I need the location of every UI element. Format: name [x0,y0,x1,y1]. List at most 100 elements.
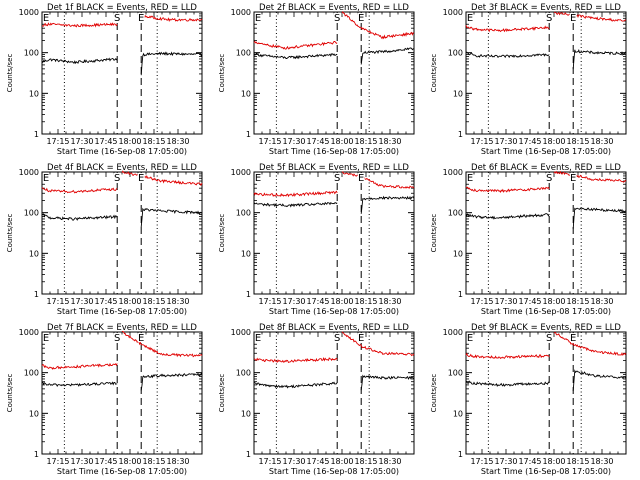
y-tick-label: 1 [458,450,463,459]
y-tick-label: 100 [24,369,39,378]
x-tick-label: 18:15 [566,137,589,146]
y-axis-label: Counts/sec [430,54,438,93]
x-tick-label: 17:45 [518,137,541,146]
x-axis-label: Start Time (16-Sep-08 17:05:00) [481,147,611,156]
marker-backdrop [357,333,365,342]
y-tick-label: 1 [34,290,39,299]
phase-marker-label: E [255,333,261,344]
x-tick-label: 18:15 [142,297,165,306]
x-tick-label: 18:00 [542,297,565,306]
y-tick-label: 10 [241,249,251,258]
y-tick-label: 1 [246,130,251,139]
panel-title: Det 3f BLACK = Events, RED = LLD [471,3,621,13]
marker-backdrop [42,13,50,22]
y-tick-label: 1 [458,290,463,299]
x-tick-label: 18:30 [378,297,401,306]
lld-series-line [341,331,415,357]
x-tick-label: 17:45 [306,137,329,146]
plot-frame [253,171,415,295]
x-tick-label: 18:00 [542,137,565,146]
y-axis-label: Counts/sec [218,54,226,93]
phase-marker-label: E [570,333,576,344]
x-tick-label: 18:00 [542,457,565,466]
marker-backdrop [357,13,365,22]
lld-series-line [341,11,415,40]
x-tick-label: 18:15 [142,137,165,146]
panel-title: Det 5f BLACK = Events, RED = LLD [259,163,409,173]
marker-backdrop [466,13,474,22]
phase-marker-label: E [138,333,144,344]
lld-series-line [465,24,550,33]
marker-backdrop [113,173,121,182]
phase-marker-label: E [358,333,364,344]
marker-backdrop [569,13,577,22]
phase-marker-label: E [138,173,144,184]
y-tick-label: 100 [236,369,251,378]
marker-backdrop [254,173,262,182]
y-tick-label: 1 [458,130,463,139]
marker-backdrop [569,173,577,182]
y-tick-label: 100 [236,209,251,218]
plot-frame [465,331,627,455]
detector-panel-7: Det 7f BLACK = Events, RED = LLD 1 10 100 10… [6,323,203,476]
marker-backdrop [254,13,262,22]
lld-series-line [553,170,627,183]
marker-backdrop [333,173,341,182]
y-tick-label: 1 [34,450,39,459]
marker-backdrop [569,333,577,342]
detector-panel-2: Det 2f BLACK = Events, RED = LLD 1 10 100 10… [218,3,415,156]
x-axis-label: Start Time (16-Sep-08 17:05:00) [481,467,611,476]
plot-frame [41,331,203,455]
y-axis-label: Counts/sec [6,54,14,93]
x-axis-label: Start Time (16-Sep-08 17:05:00) [57,307,187,316]
y-axis-label: Counts/sec [430,214,438,253]
x-tick-label: 17:30 [282,457,305,466]
events-series-line [465,213,550,220]
marker-backdrop [137,333,145,342]
x-tick-label: 17:15 [470,297,493,306]
phase-marker-label: S [546,13,552,24]
y-tick-label: 1000 [231,8,251,17]
x-tick-label: 17:15 [258,457,281,466]
x-axis-label: Start Time (16-Sep-08 17:05:00) [269,147,399,156]
y-tick-label: 1000 [443,328,463,337]
lld-series-line [41,362,118,370]
y-tick-label: 100 [448,49,463,58]
plot-frame [253,331,415,455]
marker-backdrop [545,13,553,22]
x-tick-label: 17:15 [258,297,281,306]
x-tick-label: 17:45 [518,457,541,466]
events-series-line [360,47,415,65]
y-tick-label: 100 [448,209,463,218]
x-tick-label: 17:15 [258,137,281,146]
events-series-line [41,57,118,65]
y-tick-label: 1000 [19,328,39,337]
x-tick-label: 18:00 [118,457,141,466]
x-tick-label: 17:30 [282,297,305,306]
x-tick-label: 18:00 [330,297,353,306]
phase-marker-label: E [570,173,576,184]
x-tick-label: 17:30 [494,457,517,466]
x-tick-label: 17:30 [70,457,93,466]
x-tick-label: 17:45 [306,297,329,306]
y-tick-label: 1000 [231,168,251,177]
events-series-line [140,51,203,76]
phase-marker-label: E [467,333,473,344]
x-tick-label: 18:15 [566,297,589,306]
panel-title: Det 2f BLACK = Events, RED = LLD [259,3,409,13]
phase-marker-label: S [114,13,120,24]
marker-backdrop [545,333,553,342]
x-tick-label: 17:30 [494,137,517,146]
y-tick-label: 10 [29,249,39,258]
events-series-line [140,207,203,228]
y-tick-label: 100 [236,49,251,58]
marker-backdrop [466,173,474,182]
x-axis-label: Start Time (16-Sep-08 17:05:00) [269,467,399,476]
events-series-line [572,369,627,392]
x-tick-label: 17:45 [306,457,329,466]
x-tick-label: 18:00 [118,297,141,306]
phase-marker-label: E [43,173,49,184]
y-tick-label: 1000 [443,168,463,177]
marker-backdrop [137,13,145,22]
panel-title: Det 9f BLACK = Events, RED = LLD [471,323,621,333]
